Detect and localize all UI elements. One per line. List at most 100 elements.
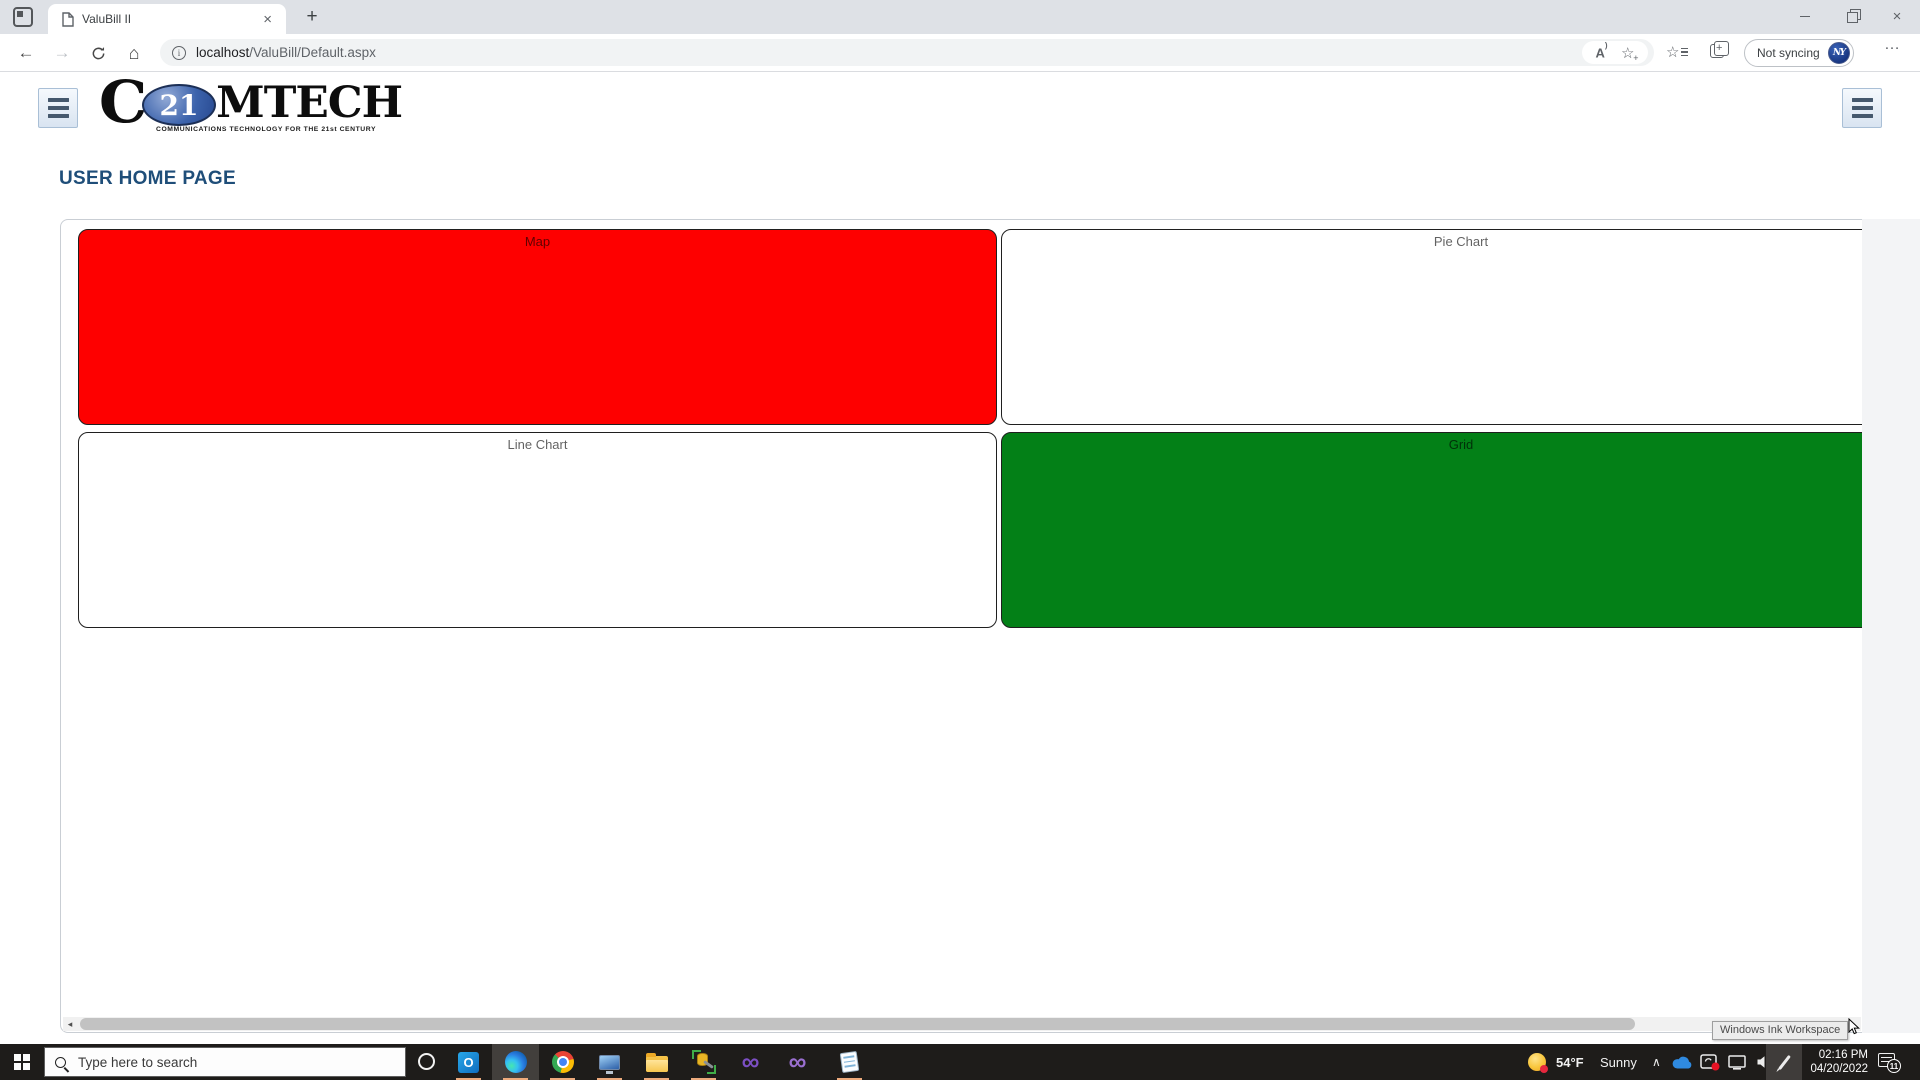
panel-line-chart[interactable]: Line Chart [78, 432, 997, 628]
logo-letter-c: C [98, 68, 148, 136]
scrollbar-thumb[interactable] [80, 1018, 1635, 1030]
url-path: /ValuBill/Default.aspx [249, 45, 376, 60]
cortana-button[interactable] [418, 1053, 435, 1070]
weather-temp[interactable]: 54°F [1556, 1054, 1584, 1070]
taskbar-file-explorer[interactable] [633, 1044, 680, 1080]
network-icon[interactable] [1728, 1055, 1748, 1070]
pen-icon [1777, 1054, 1791, 1070]
weather-sun-icon[interactable] [1528, 1053, 1548, 1073]
comtech21-logo: C 21 MTECH COMMUNICATIONS TECHNOLOGY FOR… [99, 68, 403, 138]
notification-badge: 11 [1887, 1059, 1901, 1073]
panel-pie-chart[interactable]: Pie Chart [1001, 229, 1920, 425]
windows-taskbar: Type here to search O ∞ [0, 1044, 1920, 1080]
browser-toolbar: ← → ⌂ i localhost/ValuBill/Default.aspx … [0, 34, 1920, 72]
forward-button[interactable]: → [53, 43, 71, 62]
url-text[interactable]: localhost/ValuBill/Default.aspx [196, 45, 1582, 60]
horizontal-scrollbar[interactable]: ◂ [63, 1017, 1861, 1031]
taskbar-notepad[interactable] [826, 1044, 873, 1080]
tooltip: Windows Ink Workspace [1712, 1021, 1849, 1040]
window-close-button[interactable]: × [1892, 7, 1902, 25]
screen-sync-icon[interactable] [1700, 1054, 1720, 1071]
address-bar[interactable]: i localhost/ValuBill/Default.aspx A) ☆ [160, 39, 1654, 66]
running-indicator [503, 1077, 528, 1080]
panel-map[interactable]: Map [78, 229, 997, 425]
search-icon [55, 1056, 66, 1068]
collections-plus-icon: + [1716, 42, 1723, 54]
running-indicator [837, 1077, 862, 1080]
address-bar-actions: A) ☆ [1582, 41, 1648, 64]
mouse-cursor [1848, 1018, 1860, 1035]
tab-actions-menu-icon[interactable] [13, 7, 33, 27]
favorites-button[interactable]: ☆ [1666, 43, 1689, 61]
restore-icon [1846, 8, 1861, 23]
read-aloud-paren: ) [1604, 40, 1608, 50]
url-host: localhost [196, 45, 250, 60]
folder-icon [645, 1052, 668, 1072]
read-aloud-icon[interactable]: A) [1595, 41, 1607, 61]
favorites-list-icon [1681, 46, 1689, 59]
hamburger-menu-button-left[interactable] [38, 88, 78, 128]
start-button[interactable] [0, 1044, 44, 1080]
onedrive-icon[interactable] [1672, 1056, 1693, 1069]
browser-tab-bar: ValuBill II × + × [0, 0, 1920, 34]
refresh-button[interactable] [86, 41, 110, 65]
scroll-left-arrow[interactable]: ◂ [67, 1019, 73, 1029]
action-center-button[interactable]: 11 [1878, 1053, 1901, 1073]
logo-oval-21: 21 [142, 84, 216, 126]
tab-title: ValuBill II [82, 12, 132, 26]
running-indicator [691, 1077, 716, 1080]
page-title: USER HOME PAGE [59, 168, 236, 189]
visual-studio-icon: ∞ [741, 1048, 760, 1076]
new-tab-button[interactable]: + [306, 6, 318, 27]
viewport-right-gutter [1862, 219, 1920, 1033]
panel-map-label: Map [524, 234, 551, 249]
refresh-icon [92, 46, 104, 59]
running-indicator [456, 1077, 481, 1080]
collections-button[interactable]: + [1710, 41, 1729, 58]
panel-grid[interactable]: Grid [1001, 432, 1920, 628]
home-button[interactable]: ⌂ [128, 42, 140, 63]
clock-date: 04/20/2022 [1810, 1063, 1868, 1075]
taskbar-remote-desktop[interactable] [586, 1044, 633, 1080]
outlook-icon: O [458, 1051, 479, 1073]
taskbar-clock[interactable]: 02:16 PM 04/20/2022 [1804, 1048, 1868, 1076]
taskbar-search-input[interactable]: Type here to search [44, 1047, 406, 1077]
profile-button[interactable]: Not syncing NY [1744, 39, 1854, 67]
tab-actions-pane [17, 11, 23, 17]
taskbar-ssms[interactable] [680, 1044, 727, 1080]
favorites-star-icon: ☆ [1666, 44, 1680, 61]
panel-grid-label: Grid [1448, 437, 1474, 452]
windows-logo-icon [14, 1054, 30, 1070]
panel-line-chart-label: Line Chart [507, 437, 568, 452]
panel-pie-chart-label: Pie Chart [1433, 234, 1489, 249]
taskbar-visual-studio-2[interactable]: ∞ [774, 1044, 821, 1080]
browser-menu-button[interactable]: … [1884, 36, 1901, 53]
windows-ink-workspace-button[interactable] [1766, 1044, 1802, 1080]
site-info-icon[interactable]: i [172, 45, 186, 60]
clock-time: 02:16 PM [1818, 1049, 1868, 1061]
add-favorite-icon[interactable]: ☆ [1621, 44, 1640, 62]
tab-close-icon[interactable]: × [263, 10, 272, 28]
read-aloud-a: A [1595, 45, 1605, 61]
taskbar-outlook[interactable]: O [445, 1044, 492, 1080]
taskbar-chrome[interactable] [539, 1044, 586, 1080]
taskbar-edge[interactable] [492, 1044, 539, 1080]
search-placeholder: Type here to search [78, 1054, 198, 1070]
hamburger-menu-button-right[interactable] [1842, 88, 1882, 128]
chrome-icon [551, 1051, 574, 1073]
running-indicator [550, 1077, 575, 1080]
taskbar-visual-studio[interactable]: ∞ [727, 1044, 774, 1080]
window-restore-button[interactable] [1828, 0, 1874, 32]
database-tools-icon [691, 1050, 716, 1074]
computer-icon [599, 1054, 620, 1074]
page-icon [62, 11, 74, 27]
tray-chevron-up-icon[interactable]: ∧ [1652, 1055, 1661, 1069]
sync-status-label: Not syncing [1757, 46, 1820, 60]
back-button[interactable]: ← [17, 43, 35, 62]
logo-mtech: MTECH [216, 78, 403, 128]
window-minimize-button[interactable] [1782, 0, 1828, 32]
weather-condition[interactable]: Sunny [1600, 1054, 1637, 1070]
browser-tab[interactable]: ValuBill II × [48, 4, 286, 34]
visual-studio-icon: ∞ [788, 1048, 807, 1076]
